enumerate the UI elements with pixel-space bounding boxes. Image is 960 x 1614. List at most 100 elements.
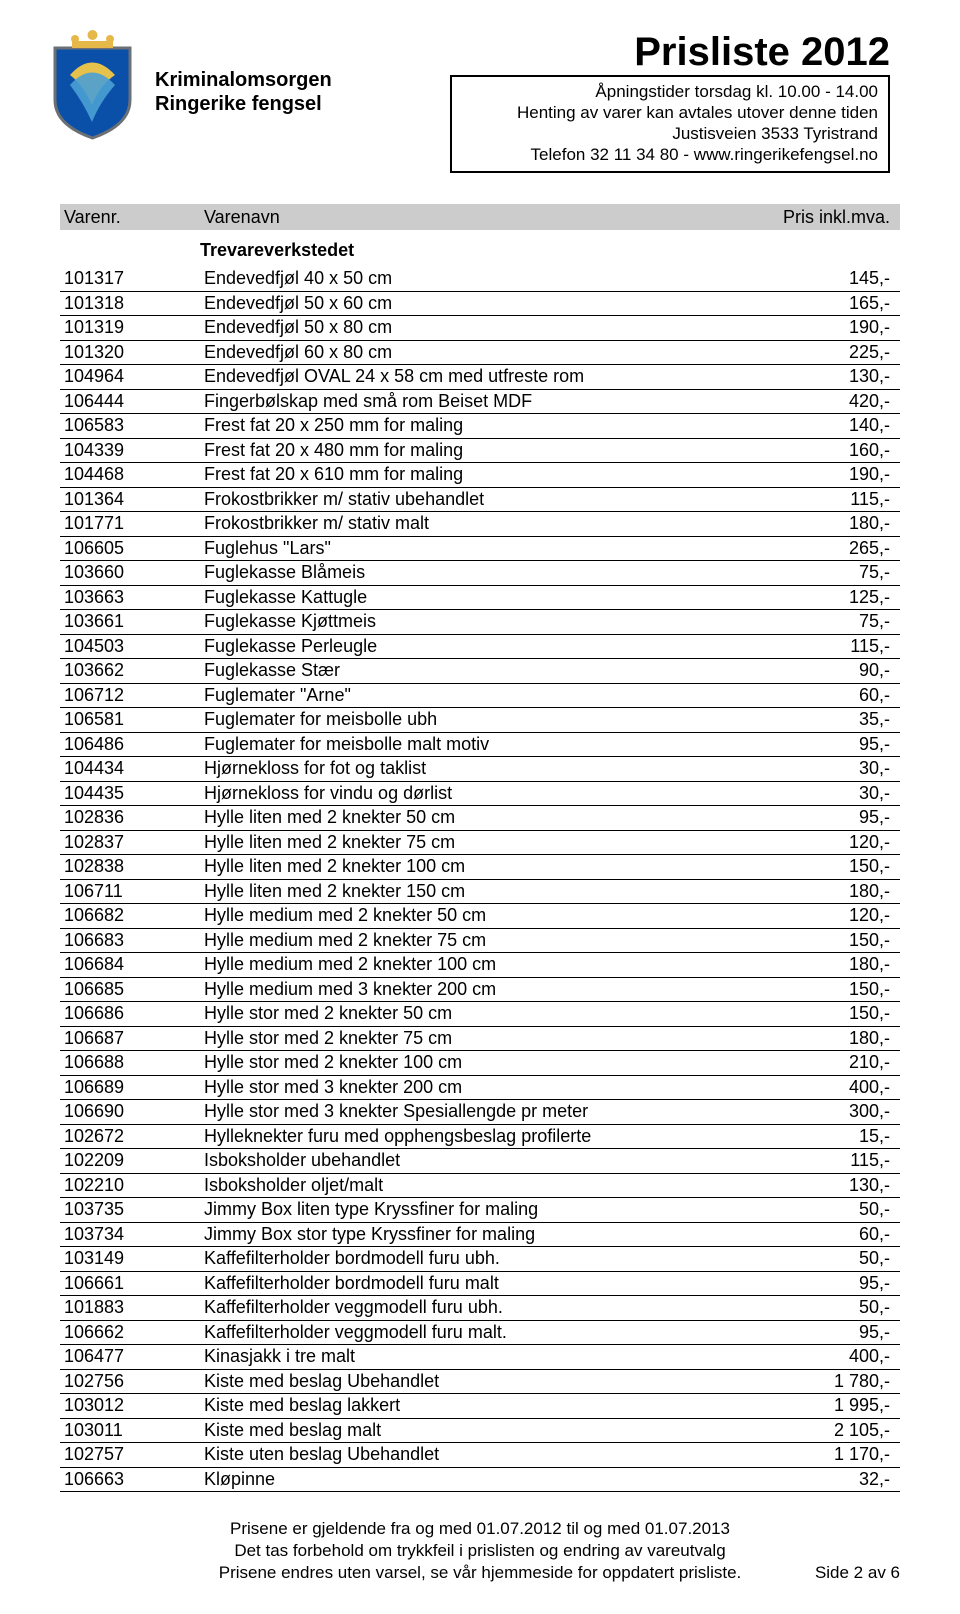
cell-varenr: 104434 [60, 757, 204, 781]
table-row: 106581Fuglemater for meisbolle ubh35,- [60, 708, 900, 733]
table-row: 104339Frest fat 20 x 480 mm for maling16… [60, 439, 900, 464]
cell-varenr: 106687 [60, 1027, 204, 1051]
footer: Prisene er gjeldende fra og med 01.07.20… [60, 1518, 900, 1584]
cell-varenavn: Fuglemater for meisbolle malt motiv [204, 733, 770, 757]
cell-varenavn: Hjørnekloss for fot og taklist [204, 757, 770, 781]
price-table: 101317Endevedfjøl 40 x 50 cm145,-101318E… [60, 267, 900, 1492]
cell-varenr: 102672 [60, 1125, 204, 1149]
cell-varenr: 106477 [60, 1345, 204, 1369]
table-row: 103012Kiste med beslag lakkert1 995,- [60, 1394, 900, 1419]
table-row: 102210Isboksholder oljet/malt130,- [60, 1174, 900, 1199]
cell-pris: 95,- [770, 733, 900, 757]
table-row: 106682Hylle medium med 2 knekter 50 cm12… [60, 904, 900, 929]
cell-varenavn: Isboksholder oljet/malt [204, 1174, 770, 1198]
cell-varenr: 102756 [60, 1370, 204, 1394]
cell-pris: 1 995,- [770, 1394, 900, 1418]
cell-pris: 60,- [770, 684, 900, 708]
table-row: 103149Kaffefilterholder bordmodell furu … [60, 1247, 900, 1272]
cell-varenr: 106444 [60, 390, 204, 414]
cell-varenavn: Kiste med beslag malt [204, 1419, 770, 1443]
cell-varenavn: Hylle stor med 2 knekter 100 cm [204, 1051, 770, 1075]
info-line: Justisveien 3533 Tyristrand [462, 123, 878, 144]
cell-pris: 95,- [770, 1272, 900, 1296]
cell-varenavn: Endevedfjøl 60 x 80 cm [204, 341, 770, 365]
table-row: 106685Hylle medium med 3 knekter 200 cm1… [60, 978, 900, 1003]
cell-pris: 32,- [770, 1468, 900, 1492]
cell-pris: 115,- [770, 635, 900, 659]
cell-varenr: 106683 [60, 929, 204, 953]
table-row: 102209Isboksholder ubehandlet115,- [60, 1149, 900, 1174]
cell-varenavn: Fuglekasse Stær [204, 659, 770, 683]
cell-pris: 75,- [770, 610, 900, 634]
table-row: 104503Fuglekasse Perleugle115,- [60, 635, 900, 660]
cell-pris: 190,- [770, 316, 900, 340]
cell-pris: 35,- [770, 708, 900, 732]
cell-pris: 400,- [770, 1076, 900, 1100]
cell-varenr: 103011 [60, 1419, 204, 1443]
org-line1: Kriminalomsorgen [155, 68, 332, 92]
cell-varenr: 106581 [60, 708, 204, 732]
cell-varenr: 106689 [60, 1076, 204, 1100]
cell-varenavn: Fuglekasse Kjøttmeis [204, 610, 770, 634]
cell-varenr: 104339 [60, 439, 204, 463]
cell-pris: 50,- [770, 1198, 900, 1222]
table-row: 106444Fingerbølskap med små rom Beiset M… [60, 390, 900, 415]
cell-varenavn: Hylle stor med 2 knekter 50 cm [204, 1002, 770, 1026]
cell-varenavn: Fuglekasse Kattugle [204, 586, 770, 610]
cell-pris: 1 170,- [770, 1443, 900, 1467]
table-row: 102757Kiste uten beslag Ubehandlet1 170,… [60, 1443, 900, 1468]
table-row: 106663Kløpinne32,- [60, 1468, 900, 1493]
cell-varenavn: Kaffefilterholder bordmodell furu malt [204, 1272, 770, 1296]
table-row: 101364Frokostbrikker m/ stativ ubehandle… [60, 488, 900, 513]
cell-varenavn: Fuglehus "Lars" [204, 537, 770, 561]
cell-pris: 165,- [770, 292, 900, 316]
cell-pris: 190,- [770, 463, 900, 487]
cell-varenr: 106583 [60, 414, 204, 438]
cell-varenavn: Hylle medium med 2 knekter 75 cm [204, 929, 770, 953]
cell-varenavn: Hylle medium med 3 knekter 200 cm [204, 978, 770, 1002]
cell-varenr: 103735 [60, 1198, 204, 1222]
table-row: 104435Hjørnekloss for vindu og dørlist30… [60, 782, 900, 807]
cell-varenr: 104435 [60, 782, 204, 806]
cell-pris: 130,- [770, 1174, 900, 1198]
page-number: Side 2 av 6 [815, 1562, 900, 1584]
table-row: 106690Hylle stor med 3 knekter Spesialle… [60, 1100, 900, 1125]
cell-pris: 95,- [770, 1321, 900, 1345]
cell-varenr: 103662 [60, 659, 204, 683]
page: Kriminalomsorgen Ringerike fengsel Prisl… [0, 0, 960, 1614]
cell-varenr: 106690 [60, 1100, 204, 1124]
info-line: Telefon 32 11 34 80 - www.ringerikefengs… [462, 144, 878, 165]
cell-varenr: 103663 [60, 586, 204, 610]
table-row: 101319Endevedfjøl 50 x 80 cm190,- [60, 316, 900, 341]
cell-varenavn: Hylle stor med 3 knekter 200 cm [204, 1076, 770, 1100]
footer-line: Det tas forbehold om trykkfeil i prislis… [60, 1540, 900, 1562]
cell-varenr: 101320 [60, 341, 204, 365]
cell-varenr: 106711 [60, 880, 204, 904]
table-row: 106687Hylle stor med 2 knekter 75 cm180,… [60, 1027, 900, 1052]
cell-varenr: 104964 [60, 365, 204, 389]
cell-pris: 95,- [770, 806, 900, 830]
table-row: 106689Hylle stor med 3 knekter 200 cm400… [60, 1076, 900, 1101]
cell-pris: 420,- [770, 390, 900, 414]
cell-varenavn: Frest fat 20 x 610 mm for maling [204, 463, 770, 487]
cell-pris: 210,- [770, 1051, 900, 1075]
cell-varenr: 103734 [60, 1223, 204, 1247]
cell-varenavn: Jimmy Box stor type Kryssfiner for malin… [204, 1223, 770, 1247]
table-row: 106583Frest fat 20 x 250 mm for maling14… [60, 414, 900, 439]
cell-pris: 130,- [770, 365, 900, 389]
table-row: 102756Kiste med beslag Ubehandlet1 780,- [60, 1370, 900, 1395]
cell-varenr: 102838 [60, 855, 204, 879]
page-title: Prisliste 2012 [634, 30, 890, 75]
cell-varenavn: Kaffefilterholder veggmodell furu malt. [204, 1321, 770, 1345]
footer-line: Prisene endres uten varsel, se vår hjemm… [60, 1562, 900, 1584]
cell-varenr: 103149 [60, 1247, 204, 1271]
cell-varenr: 102209 [60, 1149, 204, 1173]
cell-pris: 15,- [770, 1125, 900, 1149]
cell-varenavn: Kaffefilterholder veggmodell furu ubh. [204, 1296, 770, 1320]
table-row: 106684Hylle medium med 2 knekter 100 cm1… [60, 953, 900, 978]
cell-pris: 120,- [770, 904, 900, 928]
cell-pris: 120,- [770, 831, 900, 855]
logo-shield-icon [45, 30, 140, 140]
cell-varenavn: Isboksholder ubehandlet [204, 1149, 770, 1173]
cell-pris: 180,- [770, 953, 900, 977]
